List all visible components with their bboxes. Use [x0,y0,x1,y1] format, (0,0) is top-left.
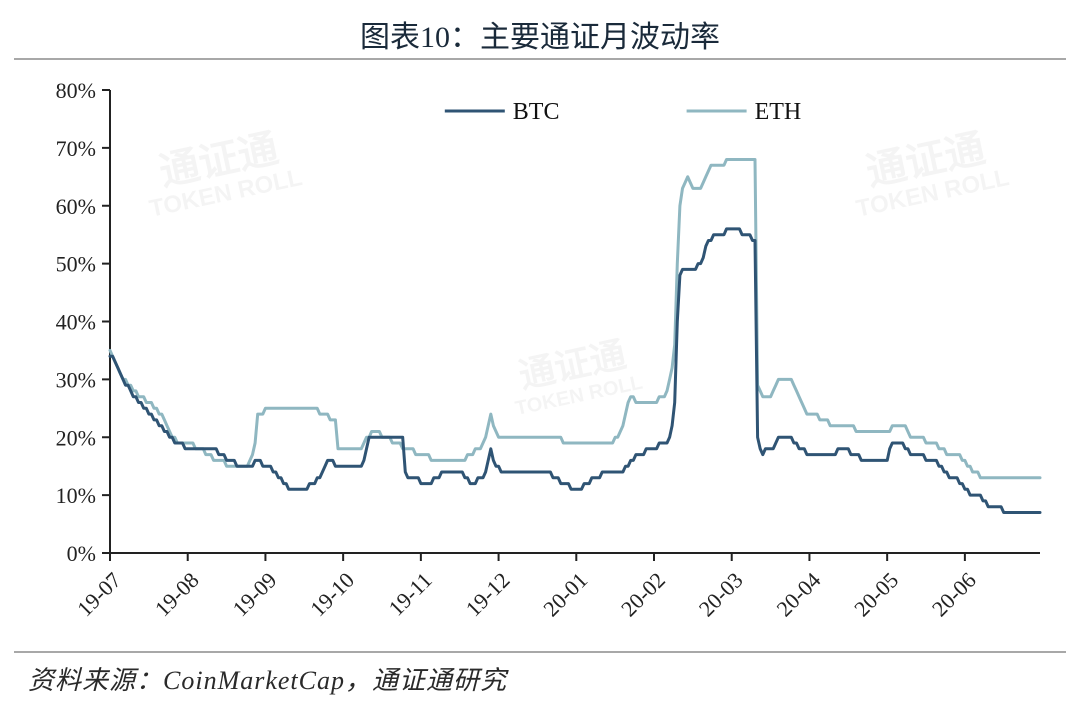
svg-text:19-09: 19-09 [227,567,281,621]
legend-eth-label: ETH [755,99,802,125]
svg-text:60%: 60% [56,194,96,219]
volatility-line-chart: 通证通TOKEN ROLL通证通TOKEN ROLL通证通TOKEN ROLL0… [20,70,1060,643]
svg-text:40%: 40% [56,310,96,335]
svg-text:20-04: 20-04 [771,567,825,621]
svg-text:20-02: 20-02 [616,567,670,621]
svg-text:19-07: 19-07 [72,567,126,621]
chart-title: 图表10：主要通证月波动率 [0,12,1080,56]
svg-text:0%: 0% [67,541,96,566]
svg-text:19-10: 19-10 [305,567,359,621]
svg-text:20-05: 20-05 [849,567,903,621]
svg-text:20-01: 20-01 [538,567,592,621]
source-caption: 资料来源：CoinMarketCap，通证通研究 [28,660,507,697]
svg-text:20%: 20% [56,425,96,450]
svg-text:19-12: 19-12 [461,567,515,621]
svg-text:20-03: 20-03 [694,567,748,621]
svg-text:80%: 80% [56,78,96,103]
svg-text:30%: 30% [56,367,96,392]
svg-text:19-11: 19-11 [383,567,436,620]
svg-text:50%: 50% [56,252,96,277]
chart-container: 通证通TOKEN ROLL通证通TOKEN ROLL通证通TOKEN ROLL0… [20,70,1060,643]
legend-btc-label: BTC [513,99,560,125]
svg-text:19-08: 19-08 [150,567,204,621]
bottom-divider [14,651,1066,653]
top-divider [14,58,1066,60]
svg-text:10%: 10% [56,483,96,508]
svg-text:70%: 70% [56,136,96,161]
svg-text:20-06: 20-06 [927,567,981,621]
